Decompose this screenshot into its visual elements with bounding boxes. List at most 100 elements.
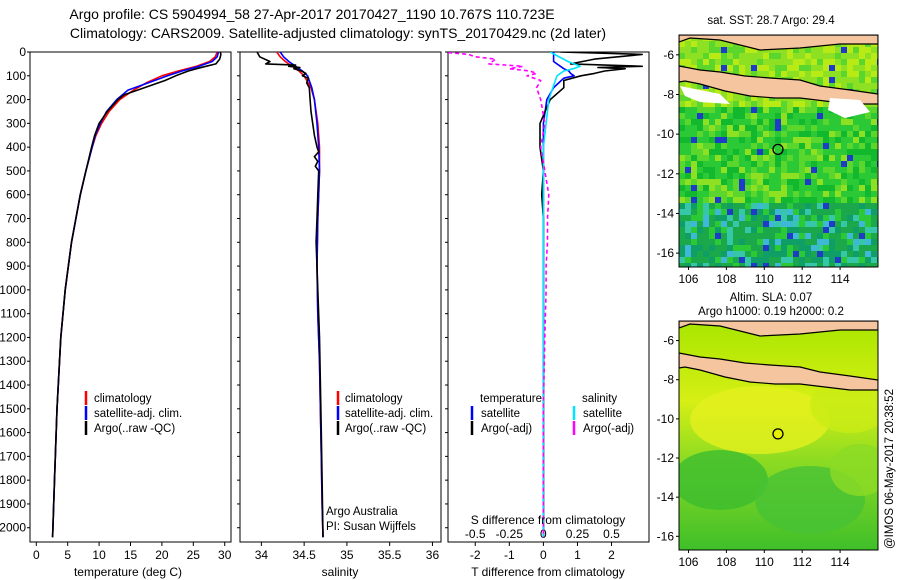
lat-tick-label: -10 — [657, 412, 675, 426]
sst-cell — [847, 47, 853, 53]
sst-cell — [781, 179, 787, 185]
sst-cell — [823, 71, 829, 77]
sst-cell — [841, 185, 847, 191]
sst-cell — [757, 215, 763, 221]
sst-cell — [739, 185, 745, 191]
sst-cell — [733, 101, 739, 107]
sst-cell — [703, 197, 709, 203]
s-diff-tick-label: -0.25 — [496, 527, 524, 541]
sst-cell — [691, 179, 697, 185]
sst-cell — [775, 125, 781, 131]
sst-cell — [865, 131, 871, 137]
sst-cell — [853, 245, 859, 251]
sst-cell — [727, 227, 733, 233]
difference-panel: -2 -1 0 1 2 -0.5 -0.25 0 0.25 0.5 S difference f… — [445, 51, 650, 579]
sst-cell — [781, 215, 787, 221]
x-tick-label: 20 — [155, 548, 169, 562]
sst-cell — [829, 53, 835, 59]
legend-label-satellite: satellite-adj. clim. — [94, 408, 182, 420]
sst-cell — [859, 125, 865, 131]
sst-cell — [751, 149, 757, 155]
sst-cell — [739, 203, 745, 209]
sst-cell — [841, 245, 847, 251]
sst-cell — [745, 227, 751, 233]
sst-cell — [697, 239, 703, 245]
sst-cell — [763, 167, 769, 173]
sst-cell — [829, 137, 835, 143]
sst-cell — [697, 251, 703, 257]
sst-cell — [733, 239, 739, 245]
salinity-panel: 34 34.5 35 35.5 36 salinity climatology sate… — [237, 51, 442, 579]
sst-cell — [811, 167, 817, 173]
sst-cell — [823, 155, 829, 161]
sst-cell — [775, 263, 781, 267]
sst-cell — [829, 59, 835, 65]
sst-cell — [745, 263, 751, 267]
sst-cell — [787, 257, 793, 263]
sst-cell — [697, 137, 703, 143]
sst-cell — [787, 179, 793, 185]
sst-cell — [703, 227, 709, 233]
sst-cell — [727, 47, 733, 53]
sst-cell — [823, 125, 829, 131]
sst-cell — [823, 263, 829, 267]
sst-cell — [817, 131, 823, 137]
sst-cell — [799, 185, 805, 191]
sst-cell — [853, 119, 859, 125]
sst-cell — [835, 119, 841, 125]
sst-cell — [763, 119, 769, 125]
sst-cell — [775, 143, 781, 149]
sst-cell — [709, 263, 715, 267]
sst-cell — [691, 245, 697, 251]
sst-cell — [691, 155, 697, 161]
sst-cell — [715, 257, 721, 263]
sst-cell — [733, 209, 739, 215]
sst-cell — [691, 113, 697, 119]
sst-cell — [679, 221, 685, 227]
sst-cell — [709, 125, 715, 131]
sst-cell — [799, 215, 805, 221]
sst-cell — [817, 53, 823, 59]
sst-cell — [715, 233, 721, 239]
sst-cell — [871, 161, 877, 167]
sst-cell — [811, 137, 817, 143]
lat-tick-label: -12 — [657, 451, 675, 465]
sst-cell — [853, 161, 859, 167]
sst-cell — [733, 179, 739, 185]
sst-cell — [739, 65, 745, 71]
sst-cell — [811, 47, 817, 53]
sst-cell — [835, 239, 841, 245]
sst-cell — [679, 125, 685, 131]
salinity-xlabel: salinity — [322, 565, 359, 579]
sst-cell — [685, 41, 691, 47]
sst-cell — [709, 173, 715, 179]
x-tick-label: 5 — [64, 548, 71, 562]
sst-cell — [847, 161, 853, 167]
sst-cell — [835, 209, 841, 215]
sst-cell — [835, 245, 841, 251]
series-line-argo-raw-qc — [51, 52, 222, 538]
sst-cell — [751, 101, 757, 107]
legend-label-climatology: climatology — [345, 393, 403, 405]
sst-cell — [709, 149, 715, 155]
sst-cell — [793, 221, 799, 227]
sst-cell — [805, 125, 811, 131]
sst-cell — [781, 227, 787, 233]
sst-cell — [865, 191, 871, 197]
sst-cell — [817, 143, 823, 149]
sst-cell — [871, 185, 877, 191]
sst-cell — [685, 227, 691, 233]
sst-cell — [757, 179, 763, 185]
sst-cell — [829, 113, 835, 119]
legend-title-temperature: temperature — [480, 393, 542, 405]
s-diff-tick-label: 0.5 — [603, 527, 620, 541]
sst-cell — [715, 125, 721, 131]
sst-cell — [871, 215, 877, 221]
sst-cell — [745, 101, 751, 107]
lon-tick-label: 112 — [793, 555, 812, 569]
sst-cell — [769, 239, 775, 245]
sst-cell — [763, 143, 769, 149]
depth-tick-label: 1700 — [0, 449, 26, 463]
sst-cell — [775, 137, 781, 143]
